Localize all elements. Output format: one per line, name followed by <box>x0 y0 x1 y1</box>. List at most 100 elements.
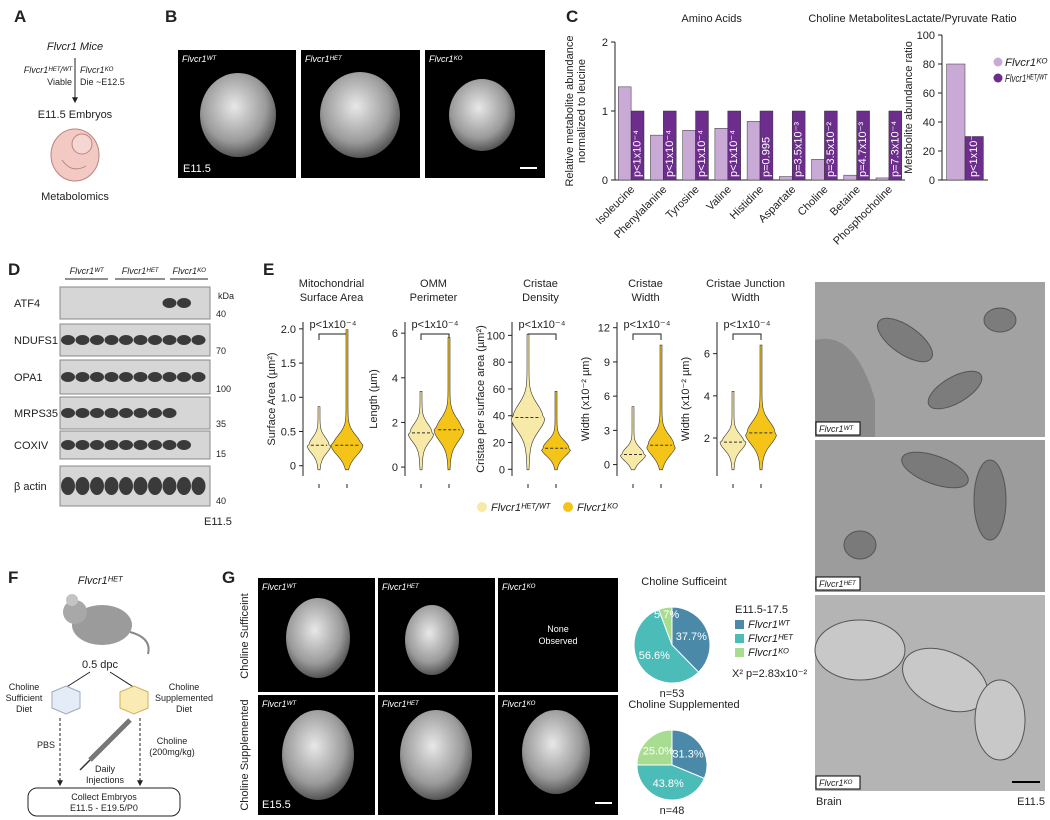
chart-title: Cristae Junction <box>706 278 785 290</box>
band <box>191 372 206 382</box>
image-label: Flvcr1ᵂᵀ <box>262 699 297 709</box>
legend-label: Flvcr1ᵂᵀ <box>748 619 791 631</box>
tissue: Brain <box>816 796 842 808</box>
slice-label: 31.3% <box>672 748 703 760</box>
chart-title: Perimeter <box>410 292 458 304</box>
panel-letter: C <box>566 7 578 26</box>
bar <box>727 110 741 181</box>
image-label: Flvcr1ᴷᴼ <box>502 582 536 592</box>
slice-label: 5.7% <box>654 609 679 621</box>
y-tick-label: 1.5 <box>281 358 296 370</box>
sample-size: n=53 <box>660 688 685 700</box>
chart-title: Cristae <box>523 278 558 290</box>
band <box>104 372 119 382</box>
legend-label: Flvcr1ᴴᴱᵀ <box>748 633 794 645</box>
injection: PBS <box>37 740 55 750</box>
image-label: Flvcr1ᵂᵀ <box>819 424 854 434</box>
y-axis-label: Length (µm) <box>368 369 380 429</box>
band <box>61 440 75 450</box>
diet: Supplemented <box>155 693 213 703</box>
genotype: Flvcr1ᴴᴱᵀ/ᵂᵀ <box>24 65 74 75</box>
chart-title: Mitochondrial <box>299 278 364 290</box>
pie-slice <box>671 606 711 673</box>
panel-letter: G <box>222 568 235 587</box>
p-value: p=3.5x10⁻³ <box>793 122 805 177</box>
y-axis-label: Cristae per surface area (µm²) <box>475 325 487 473</box>
band <box>133 335 148 345</box>
x-tick-label: Valine <box>704 184 734 214</box>
embryo-icon <box>50 128 100 182</box>
chart-title: Cristae <box>628 278 663 290</box>
bar <box>843 174 857 181</box>
y-tick-label: 4 <box>704 391 710 403</box>
image-label: Flvcr1ᴴᴱᵀ <box>382 699 420 709</box>
y-axis-label: Surface Area (µm²) <box>266 352 278 445</box>
band <box>119 440 133 450</box>
image-label: Flvcr1ᴷᴼ <box>429 54 463 64</box>
y-tick-label: 0 <box>602 175 608 187</box>
lane-group: Flvcr1ᴷᴼ <box>172 266 206 276</box>
significance-bracket <box>527 333 557 340</box>
image-label: Flvcr1ᴷᴼ <box>502 699 536 709</box>
protein-label: MRPS35 <box>14 408 58 420</box>
band <box>162 408 177 418</box>
protein-label: NDUFS1 <box>14 335 58 347</box>
violin <box>619 406 647 471</box>
diet-icons <box>27 685 181 817</box>
band <box>104 440 119 450</box>
band <box>191 477 206 495</box>
slice-label: 43.8% <box>653 778 684 790</box>
panel-letter: A <box>14 7 26 26</box>
band <box>104 335 119 345</box>
band <box>61 477 75 495</box>
embryo-images <box>178 50 545 178</box>
stage: E11.5 <box>183 163 211 175</box>
bar <box>695 110 709 181</box>
y-tick-label: 0 <box>392 462 398 474</box>
chart-title: Density <box>522 292 559 304</box>
bar <box>682 130 696 181</box>
violin <box>510 334 546 471</box>
injection: Daily <box>95 764 116 774</box>
stage: E11.5 Embryos <box>38 109 113 121</box>
band <box>177 440 191 450</box>
y-axis-label: Width (x10⁻² µm) <box>680 357 692 441</box>
assay: Metabolomics <box>41 191 109 203</box>
protein-label: ATF4 <box>14 298 40 310</box>
legend-label: Flvcr1ᴴᴱᵀ/ᵂᵀ <box>1005 73 1048 85</box>
band <box>148 440 162 450</box>
none-observed: None <box>547 624 569 634</box>
y-tick-label: 40 <box>493 411 505 423</box>
bar <box>779 176 793 181</box>
bar <box>888 110 903 181</box>
legend-swatch <box>993 57 1003 67</box>
y-tick-label: 9 <box>604 357 610 369</box>
x-tick-label: Phosphocholine <box>831 184 895 248</box>
time: 0.5 dpc <box>82 659 119 671</box>
y-tick-label: 2 <box>602 37 608 49</box>
y-tick-label: 0 <box>604 460 610 472</box>
kda-marker: 40 <box>216 496 226 506</box>
genotype: Flvcr1ᴴᴱᵀ <box>78 575 124 587</box>
band <box>119 335 133 345</box>
kda-marker: 70 <box>216 346 226 356</box>
stage: E15.5 <box>262 799 291 811</box>
legend-label: Flvcr1ᴷᴼ <box>748 647 789 659</box>
p-value: p<1x10⁻⁴ <box>968 130 980 177</box>
group-label: Choline Metabolites <box>808 13 905 25</box>
band <box>61 372 75 382</box>
p-value: p<1x10⁻⁴ <box>724 319 771 331</box>
panel-letter: B <box>165 7 177 26</box>
sample-size: n=48 <box>660 805 685 817</box>
bar <box>759 110 774 181</box>
lane-group: Flvcr1ᵂᵀ <box>70 266 105 276</box>
y-tick-label: 80 <box>493 357 505 369</box>
injection: (200mg/kg) <box>149 747 195 757</box>
group-label: Amino Acids <box>681 13 742 25</box>
bar <box>714 128 729 181</box>
y-axis-label: normalized to leucine <box>576 59 588 163</box>
violin <box>541 391 571 471</box>
bar <box>791 110 806 181</box>
band <box>133 477 148 495</box>
protein-label: COXIV <box>14 440 49 452</box>
